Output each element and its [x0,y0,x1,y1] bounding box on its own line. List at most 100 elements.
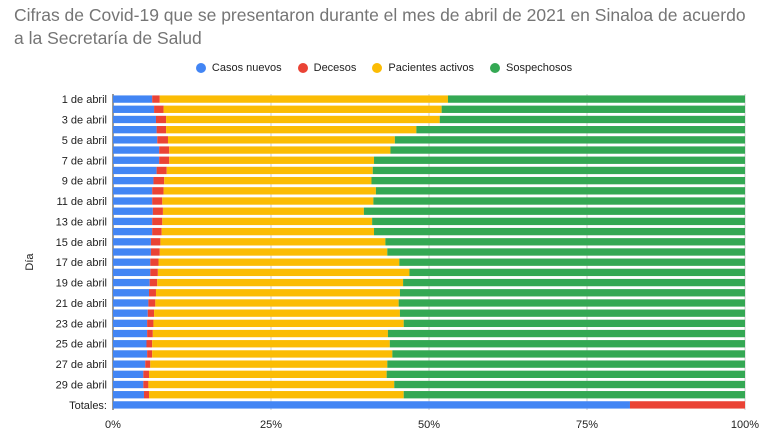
legend-label-decesos: Decesos [313,62,357,74]
bar-segment-sospechosos [374,227,745,236]
bar-segment-casos-nuevos [113,299,149,307]
legend-item-casos-nuevos: Casos nuevos [195,60,282,76]
bar-segment-casos-nuevos [113,105,155,113]
bar-segment-decesos [147,329,153,338]
bar-segment-sospechosos [389,340,745,348]
bar-segment-decesos [152,187,164,195]
bar-segment-decesos [152,217,163,226]
y-tick-label: 7 de abril [62,155,107,167]
legend-swatch-decesos [297,63,308,73]
legend-item-pacientes-activos: Pacientes activos [372,60,474,76]
legend-item-decesos: Decesos [297,60,357,76]
y-axis-label: Día [24,253,36,271]
bar-segment-pacientes-activos [149,370,387,378]
bar-segment-decesos [143,380,149,389]
bar-segment-pacientes-activos [160,238,386,246]
x-tick-labels: 0% 25% 50% 75% 100% [105,419,759,431]
bar-segment-pacientes-activos [150,360,388,368]
bar-segment-sospechosos [403,391,745,399]
bar-segment-casos-nuevos [113,95,153,103]
bar-segment-pacientes-activos [163,105,442,113]
bar-segment-pacientes-activos [164,176,372,185]
bar-segment-sospechosos [399,258,745,266]
bar-segment-decesos [152,197,163,205]
bar-segment-pacientes-activos [157,278,404,287]
bar-segment-sospechosos [385,238,745,246]
bar-segment-pacientes-activos [166,126,417,134]
bar-segment-pacientes-activos [161,227,375,236]
x-tick-label: 50% [418,419,440,431]
bar-segment-sospechosos [409,268,745,277]
bar-segment-casos-nuevos [113,350,148,358]
y-tick-label: 23 de abril [56,318,107,330]
x-tick-label: 100% [731,419,759,431]
y-tick-label: 27 de abril [56,359,107,371]
bar-segment-sospechosos [399,289,745,297]
bar-segment-casos-nuevos [113,156,160,164]
bar-segment-decesos [145,360,151,368]
bar-segment-pacientes-activos [169,146,391,154]
bar-segment-sospechosos [375,187,745,195]
y-tick-label: 29 de abril [56,380,107,392]
bar-segment-pacientes-activos [154,309,400,317]
bar-segment-pacientes-activos [169,156,375,164]
bar-segment-sospechosos [441,105,745,113]
bar-segment-casos-nuevos [113,197,153,205]
bar-segment-decesos [629,401,745,409]
bar-segment-sospechosos [399,309,745,317]
bar-segment-sospechosos [394,380,745,389]
y-tick-label: 1 de abril [62,94,107,106]
bar-segment-decesos [156,126,167,134]
x-tick-label: 75% [576,419,598,431]
bar-segment-pacientes-activos [155,299,399,307]
bar-segment-casos-nuevos [113,278,150,287]
bar-segment-decesos [153,176,165,185]
bar-segment-pacientes-activos [148,380,395,389]
bar-segment-sospechosos [386,370,745,378]
y-tick-label: 9 de abril [62,176,107,188]
legend-label-sospechosos: Sospechosos [506,62,573,74]
bar-segment-casos-nuevos [113,258,151,266]
bar-segment-decesos [152,227,162,236]
y-tick-label: 5 de abril [62,135,107,147]
y-tick-label: 17 de abril [56,257,107,269]
bar-segment-sospechosos [447,95,745,103]
bar-segment-casos-nuevos [113,227,153,236]
bar-segment-pacientes-activos [152,350,393,358]
bar-segment-sospechosos [439,115,745,124]
bar-segment-pacientes-activos [162,207,364,215]
bar-segment-casos-nuevos [113,360,146,368]
bar-segment-sospechosos [363,207,745,215]
bar-segment-casos-nuevos [113,136,158,144]
bar-segment-decesos [156,166,167,175]
bar-segment-sospechosos [374,156,745,164]
bar-segment-pacientes-activos [166,115,440,124]
bar-segment-decesos [152,95,160,103]
legend-swatch-casos-nuevos [195,63,206,73]
bar-segment-pacientes-activos [149,391,404,399]
bar-segment-sospechosos [403,319,745,328]
bar-segment-pacientes-activos [152,340,390,348]
bar-segment-decesos [147,309,155,317]
y-tick-label: 15 de abril [56,237,107,249]
bar-segment-decesos [150,248,160,256]
bar-segment-casos-nuevos [113,319,148,328]
bar-segment-casos-nuevos [113,126,157,134]
bar-segment-sospechosos [416,126,745,134]
legend-label-casos-nuevos: Casos nuevos [211,62,282,74]
legend-swatch-pacientes-activos [372,63,383,73]
bar-segment-pacientes-activos [157,268,410,277]
bar-segment-sospechosos [387,329,745,338]
bar-segment-casos-nuevos [113,146,160,154]
bar-segment-sospechosos [372,166,745,175]
chart-legend: Casos nuevos Decesos Pacientes activos S… [0,60,768,76]
bar-segment-pacientes-activos [162,197,374,205]
bar-segment-decesos [152,207,163,215]
bar-segment-decesos [159,146,170,154]
bar-segment-casos-nuevos [113,391,144,399]
legend-label-pacientes-activos: Pacientes activos [388,62,475,74]
y-tick-labels: 1 de abril 3 de abril 5 de abril 7 de abril… [56,94,107,412]
bar-segment-decesos [154,105,164,113]
bar-segment-casos-nuevos [113,329,148,338]
